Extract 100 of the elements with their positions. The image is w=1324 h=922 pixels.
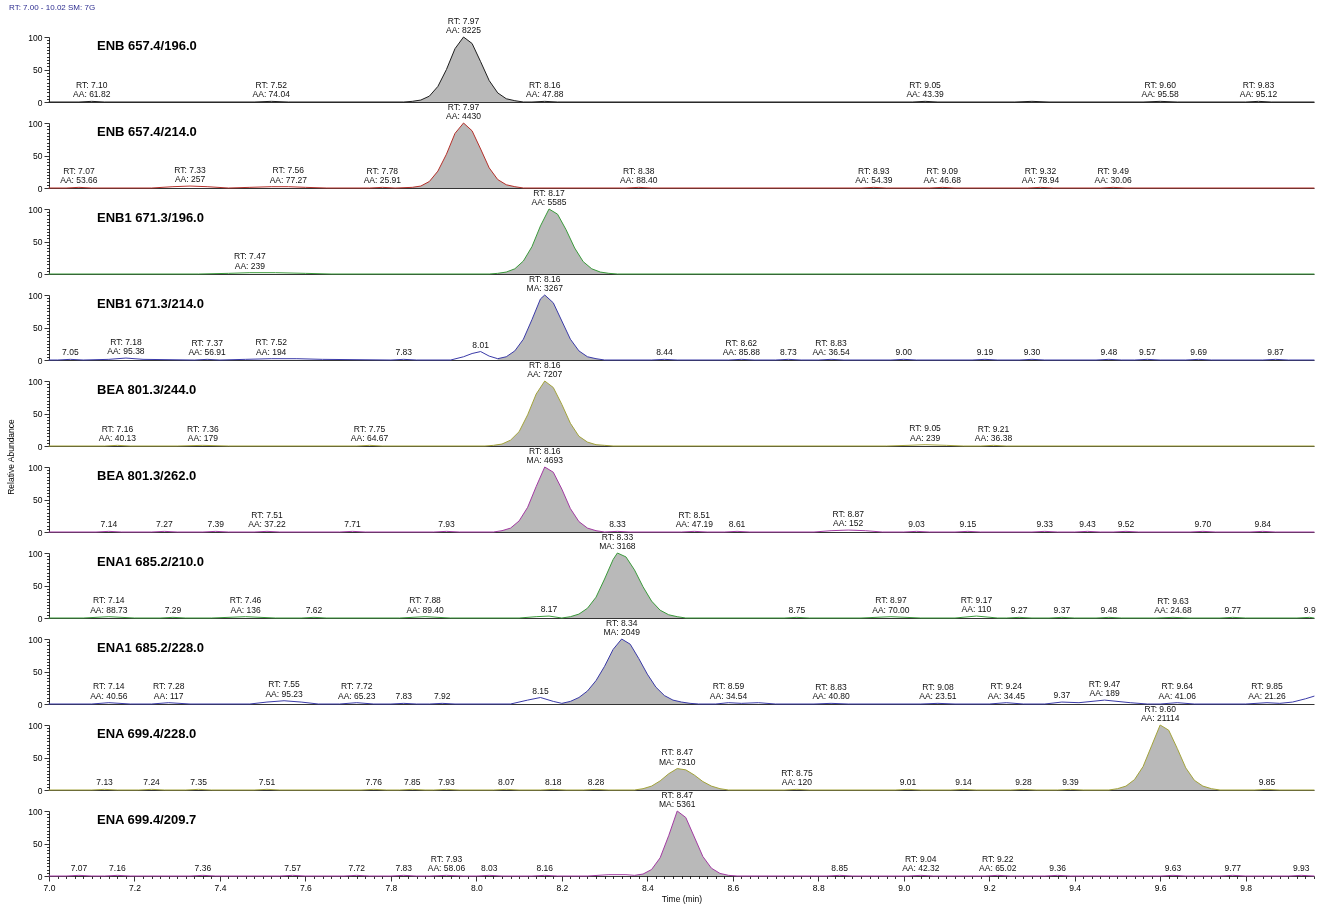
text: RT: 7.00 - 10.02 SM: 7G [9, 3, 96, 12]
annotation: RT: 7.14 AA: 88.73 [90, 595, 128, 615]
annotation: 9.85 [1258, 777, 1276, 788]
chart-title: ENB 657.4/214.0 [97, 124, 197, 139]
annotation: 9.37 [1053, 690, 1071, 701]
annotation: RT: 7.33 AA: 257 [174, 164, 207, 185]
x-tick-label: 7.8 [385, 882, 398, 893]
annotation: RT: 7.28 AA: 117 [152, 681, 185, 701]
annotation: 9.9 [1303, 605, 1316, 616]
annotation: RT: 9.83 AA: 95.12 [1239, 79, 1278, 100]
annotation: RT: 7.51 AA: 37.22 [248, 509, 286, 530]
y-tick-label: 100 [28, 720, 43, 731]
annotation: RT: 7.78 AA: 25.91 [363, 165, 402, 186]
annotation: RT: 8.38 AA: 88.40 [620, 165, 658, 186]
annotation: 8.15 [532, 685, 550, 696]
line-series [48, 208, 1315, 275]
annotation: 7.92 [433, 691, 451, 702]
annotation: RT: 8.16 MA: 3267 [526, 273, 564, 293]
y-tick-label: 0 [37, 441, 43, 452]
annotation: 7.93 [438, 777, 455, 788]
annotation: 8.01 [472, 339, 490, 350]
y-tick-label: 0 [37, 183, 43, 194]
y-tick-label: 100 [28, 32, 43, 43]
annotation: 7.83 [395, 691, 413, 702]
annotation: 7.85 [403, 777, 421, 788]
x-tick-label: 9.0 [898, 882, 911, 893]
annotation: 7.05 [62, 347, 79, 358]
annotation: RT: 7.72 AA: 65.23 [338, 681, 376, 701]
annotation: 7.36 [194, 863, 212, 874]
annotation: 9.77 [1224, 605, 1242, 616]
y-tick-label: 0 [37, 97, 43, 108]
chart-title: ENA1 685.2/210.0 [97, 554, 204, 569]
annotation: RT: 7.14 AA: 40.56 [90, 681, 128, 701]
annotation: 8.85 [831, 863, 849, 874]
annotation: 7.83 [395, 863, 413, 874]
annotation: 7.24 [143, 777, 161, 788]
annotation: 9.77 [1224, 863, 1242, 874]
y-tick-label: 0 [37, 269, 43, 280]
y-tick-label: 100 [28, 118, 43, 129]
y-tick-label: 50 [33, 753, 43, 763]
annotation: 7.62 [305, 605, 323, 616]
annotation: 7.93 [438, 519, 455, 530]
annotation: 8.16 [536, 863, 554, 874]
annotation: 7.35 [190, 777, 208, 788]
annotation: 7.39 [207, 519, 225, 530]
y-tick-label: 0 [37, 871, 43, 882]
annotation: 7.14 [100, 519, 118, 530]
annotation: RT: 8.59 AA: 34.54 [709, 681, 748, 701]
annotation: 8.28 [587, 777, 605, 788]
x-tick-label: 8.8 [812, 882, 825, 893]
chart-title: BEA 801.3/244.0 [97, 382, 197, 397]
annotation: 8.61 [728, 519, 746, 530]
chart-title: BEA 801.3/262.0 [97, 468, 197, 483]
line-series [48, 380, 1315, 447]
annotation: RT: 8.47 MA: 5361 [659, 789, 696, 809]
x-tick-label: 9.6 [1154, 882, 1167, 893]
chart-title: ENA 699.4/228.0 [97, 726, 197, 741]
annotation: RT: 9.05 AA: 43.39 [906, 79, 945, 100]
annotation: 7.71 [344, 519, 361, 530]
x-tick-label: 8.2 [556, 882, 569, 893]
annotation: RT: 7.52 AA: 194 [255, 337, 288, 357]
annotation: 8.73 [780, 347, 797, 358]
x-tick-label: 7.0 [43, 882, 56, 893]
annotation: RT: 7.36 AA: 179 [187, 423, 219, 444]
annotation: RT: 7.97 AA: 4430 [446, 101, 482, 121]
y-tick-label: 100 [28, 548, 43, 559]
annotation: 9.15 [959, 519, 977, 530]
annotation: RT: 7.10 AA: 61.82 [73, 79, 111, 100]
annotation: 9.87 [1267, 347, 1285, 358]
x-tick-label: 9.4 [1069, 882, 1082, 893]
y-tick-label: 0 [37, 785, 43, 796]
x-tick-label: 7.4 [214, 882, 227, 893]
annotation: RT: 8.47 MA: 7310 [659, 747, 696, 767]
annotation: RT: 9.21 AA: 36.38 [974, 423, 1013, 444]
annotation: 9.43 [1079, 519, 1097, 530]
x-tick-label: 8.0 [470, 882, 484, 893]
annotation: RT: 8.83 AA: 40.80 [812, 681, 851, 702]
y-tick-label: 50 [33, 323, 43, 333]
y-tick-label: 50 [33, 151, 43, 161]
annotation: 7.07 [70, 863, 88, 874]
y-tick-label: 100 [28, 376, 43, 387]
x-tick-label: 9.2 [983, 882, 996, 893]
annotation: RT: 9.17 AA: 110 [960, 594, 993, 615]
annotation: 8.03 [480, 863, 498, 874]
annotation: 8.33 [609, 519, 626, 530]
annotation: 8.18 [545, 777, 562, 788]
annotation: 9.03 [908, 519, 926, 530]
annotation: 8.17 [540, 604, 558, 615]
annotation: RT: 7.37 AA: 56.91 [188, 337, 227, 358]
annotation: 8.75 [788, 605, 806, 616]
annotation: 7.27 [156, 519, 173, 530]
annotation: RT: 9.32 AA: 78.94 [1021, 165, 1060, 186]
annotation: RT: 7.16 AA: 40.13 [98, 423, 137, 444]
annotation: RT: 7.46 AA: 136 [229, 595, 262, 615]
annotation: RT: 9.24 AA: 34.45 [987, 681, 1026, 701]
annotation: 9.52 [1117, 519, 1135, 530]
annotation: RT: 9.60 AA: 95.58 [1141, 79, 1180, 100]
annotation: 9.48 [1100, 347, 1118, 358]
y-tick-label: 100 [28, 634, 43, 645]
y-tick-label: 50 [33, 667, 43, 677]
